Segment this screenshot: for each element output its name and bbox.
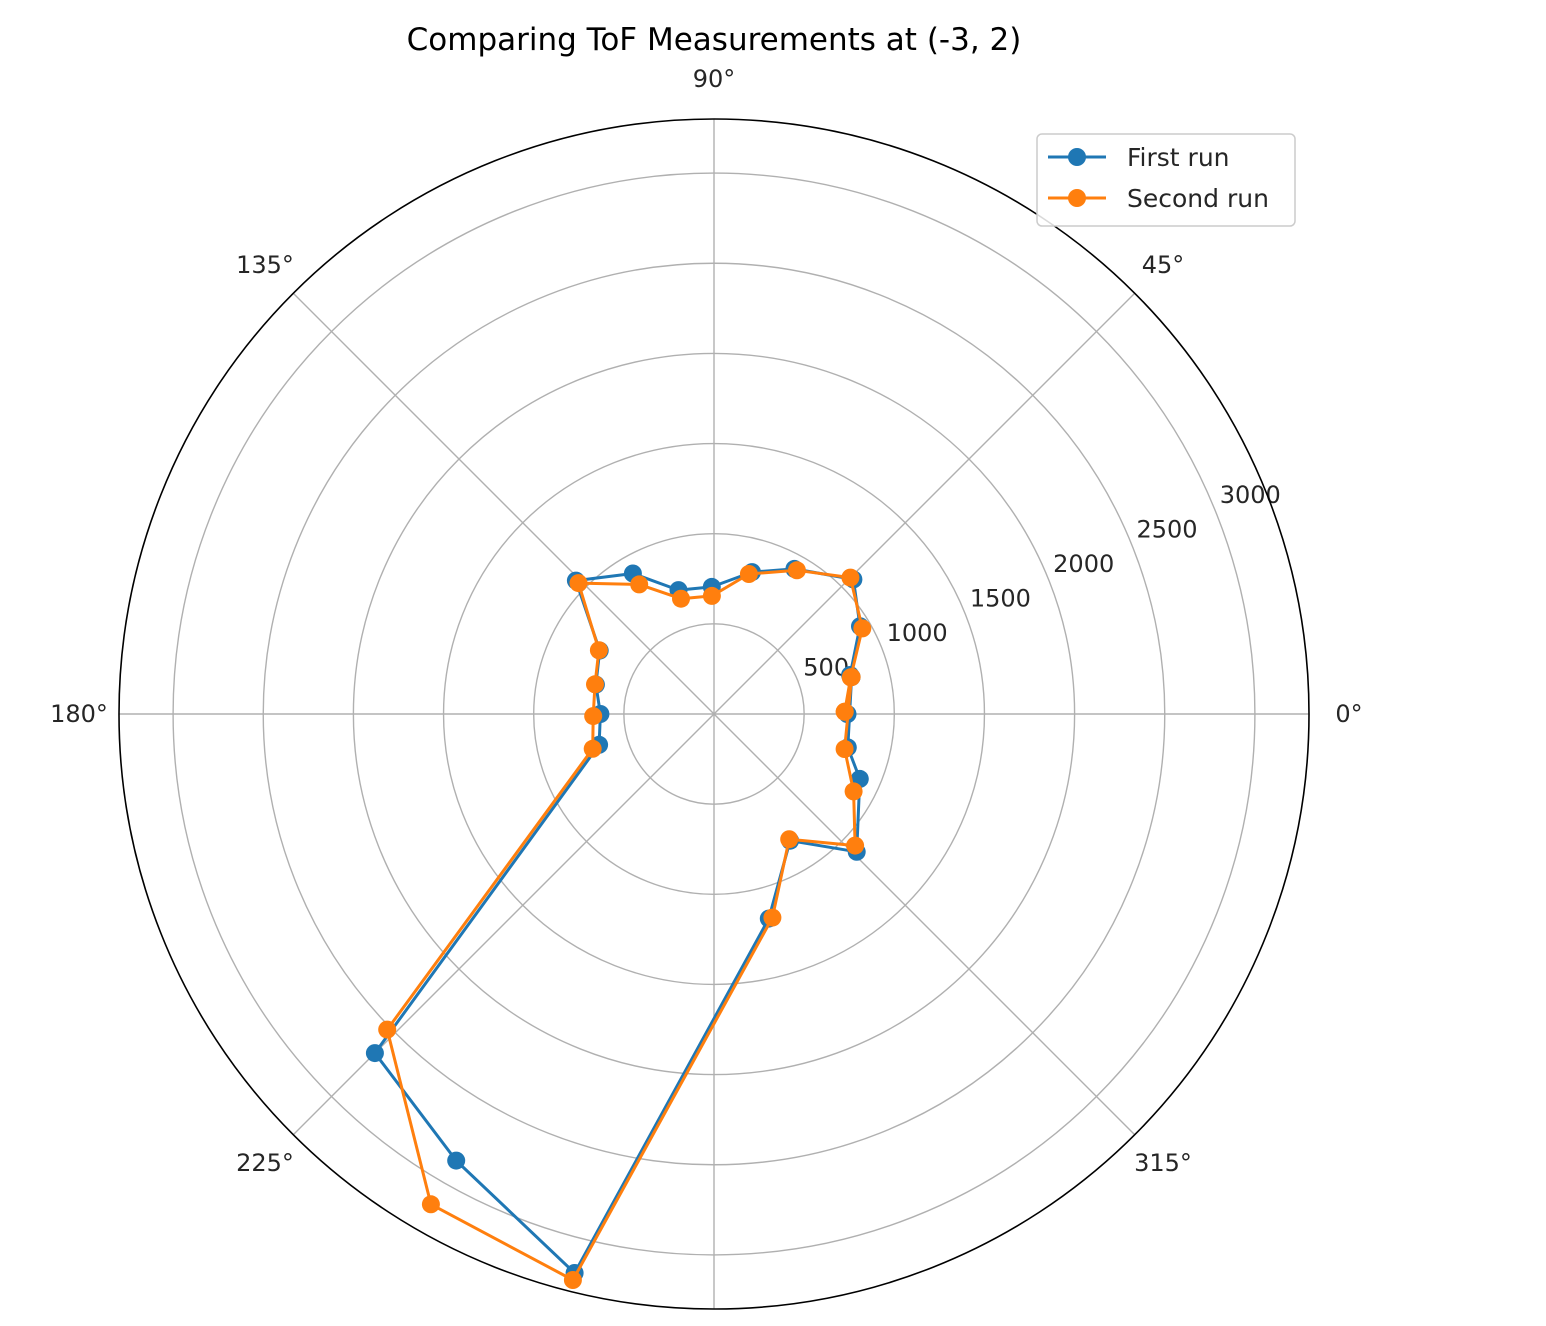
angle-tick-label-135: 135° <box>236 251 294 279</box>
data-point-first-run-14 <box>365 1044 384 1063</box>
legend-marker-first-run <box>1068 148 1086 166</box>
data-point-second-run-22 <box>842 668 861 687</box>
angle-tick-label-0: 0° <box>1335 700 1362 728</box>
data-point-second-run-7 <box>672 589 690 608</box>
radial-tick-label-1000: 1000 <box>887 619 948 647</box>
angle-tick-label-315: 315° <box>1134 1149 1192 1177</box>
data-point-second-run-3 <box>841 568 860 587</box>
data-point-second-run-12 <box>584 707 603 726</box>
radial-tick-label-1500: 1500 <box>970 585 1031 613</box>
data-point-second-run-13 <box>583 739 602 758</box>
legend-label-second-run: Second run <box>1127 184 1269 213</box>
data-point-second-run-16 <box>563 1271 582 1289</box>
data-point-second-run-23 <box>835 702 854 721</box>
data-point-second-run-10 <box>589 641 608 660</box>
data-point-second-run-15 <box>421 1195 440 1214</box>
radial-tick-label-2000: 2000 <box>1053 550 1114 578</box>
polar-grid <box>119 119 1309 1309</box>
angle-tick-label-45: 45° <box>1142 251 1185 279</box>
data-point-second-run-6 <box>702 586 721 605</box>
radial-gridline-500 <box>623 623 805 805</box>
data-point-first-run-15 <box>447 1151 466 1170</box>
legend-label-first-run: First run <box>1127 143 1230 172</box>
series-first-run <box>365 559 869 1282</box>
data-point-second-run-4 <box>787 561 806 580</box>
series-second-run <box>378 561 872 1289</box>
series-line-first-run <box>373 567 862 1275</box>
radial-gridline-2000 <box>352 352 1076 1076</box>
angle-tick-label-90: 90° <box>693 65 736 93</box>
data-point-second-run-5 <box>739 565 758 583</box>
legend: First run Second run <box>1036 133 1296 227</box>
radial-gridline-3000 <box>172 172 1256 1256</box>
angle-gridline-315 <box>713 713 1136 1136</box>
angle-gridline-225 <box>292 713 715 1136</box>
data-point-second-run-21 <box>835 740 854 758</box>
data-point-second-run-8 <box>630 575 649 594</box>
data-point-second-run-2 <box>853 619 872 638</box>
data-point-second-run-9 <box>569 574 588 593</box>
data-point-second-run-14 <box>378 1020 397 1039</box>
data-series <box>365 559 872 1289</box>
radial-gridline-1000 <box>532 532 896 896</box>
series-line-second-run <box>385 568 864 1282</box>
radial-gridline-1500 <box>442 442 986 986</box>
data-point-second-run-17 <box>763 908 782 927</box>
angle-gridline-45 <box>713 292 1136 715</box>
data-point-second-run-19 <box>846 836 865 855</box>
data-point-second-run-20 <box>844 782 863 801</box>
angle-gridline-135 <box>292 292 715 715</box>
polar-frame <box>118 118 1310 1310</box>
data-point-second-run-18 <box>780 830 799 849</box>
chart-title: Comparing ToF Measurements at (-3, 2) <box>407 22 1022 58</box>
angle-tick-label-225: 225° <box>236 1149 294 1177</box>
legend-marker-second-run <box>1068 189 1086 207</box>
angle-tick-label-180: 180° <box>50 700 108 728</box>
angle-tick-labels: 0° 45° 90° 135° 180° 225° 315° <box>50 65 1363 1177</box>
data-point-second-run-11 <box>586 675 604 694</box>
radial-gridline-2500 <box>262 262 1166 1166</box>
radial-tick-label-2500: 2500 <box>1136 516 1197 544</box>
